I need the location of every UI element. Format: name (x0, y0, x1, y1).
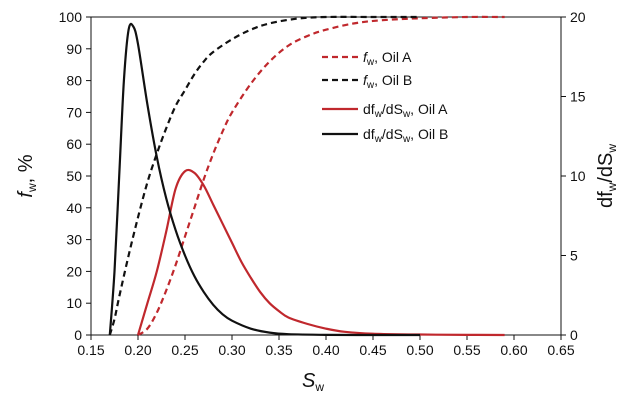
series-line-fw-oil-b (108, 15, 420, 336)
legend-item-fw-oil-a: fw, Oil A (322, 49, 412, 68)
y-left-axis-title: fw, % (15, 154, 39, 197)
y-right-tick-label: 5 (570, 248, 578, 264)
y-left-tick-label: 0 (74, 327, 82, 343)
series-line-dfw-oil-a (136, 168, 505, 337)
legend-item-dfw-oil-b: dfw/dSw, Oil B (322, 126, 448, 145)
y-right-axis-title: dfw/dSw (595, 144, 619, 208)
y-left-tick-label: 100 (59, 9, 83, 25)
x-tick-label: 0.60 (500, 342, 527, 358)
legend-label-dfw-oil-a: dfw/dSw, Oil A (363, 101, 448, 120)
x-tick-label: 0.55 (453, 342, 480, 358)
y-left-tick-label: 70 (66, 104, 82, 120)
series-line-dfw-oil-b (108, 22, 421, 337)
x-tick-label: 0.30 (218, 342, 245, 358)
x-tick-label: 0.50 (406, 342, 433, 358)
legend-item-fw-oil-b: fw, Oil B (322, 72, 412, 91)
x-tick-label: 0.20 (124, 342, 151, 358)
y-left-tick-label: 90 (66, 41, 82, 57)
legend-label-fw-oil-a: fw, Oil A (363, 49, 412, 68)
legend-item-dfw-oil-a: dfw/dSw, Oil A (322, 101, 448, 120)
y-right-tick-label: 20 (570, 9, 586, 25)
y-left-tick-label: 40 (66, 200, 82, 216)
series-layer (108, 15, 505, 337)
y-left-tick-label: 80 (66, 73, 82, 89)
x-tick-label: 0.45 (359, 342, 386, 358)
y-right-axis-ticks: 0 5 10 15 20 (561, 9, 586, 343)
x-tick-label: 0.15 (77, 342, 104, 358)
x-tick-label: 0.35 (265, 342, 292, 358)
y-right-tick-label: 15 (570, 89, 586, 105)
y-left-axis-ticks: 0 10 20 30 40 50 60 70 80 90 100 (59, 9, 91, 343)
y-right-tick-label: 10 (570, 168, 586, 184)
x-tick-label: 0.25 (171, 342, 198, 358)
y-right-tick-label: 0 (570, 327, 578, 343)
y-left-tick-label: 30 (66, 232, 82, 248)
legend-label-dfw-oil-b: dfw/dSw, Oil B (363, 126, 448, 145)
legend: fw, Oil A fw, Oil B dfw/dSw, Oil A dfw/d… (322, 49, 448, 145)
series-line-fw-oil-a (137, 15, 505, 336)
legend-label-fw-oil-b: fw, Oil B (363, 72, 412, 91)
x-axis-ticks: 0.15 0.20 0.25 0.30 0.35 0.40 0.45 0.50 0.55 0.60… (77, 335, 575, 358)
y-left-tick-label: 10 (66, 295, 82, 311)
x-axis-title: Sw (302, 370, 324, 394)
y-left-tick-label: 20 (66, 263, 82, 279)
x-tick-label: 0.65 (547, 342, 574, 358)
y-left-tick-label: 60 (66, 136, 82, 152)
y-left-tick-label: 50 (66, 168, 82, 184)
x-tick-label: 0.40 (312, 342, 339, 358)
